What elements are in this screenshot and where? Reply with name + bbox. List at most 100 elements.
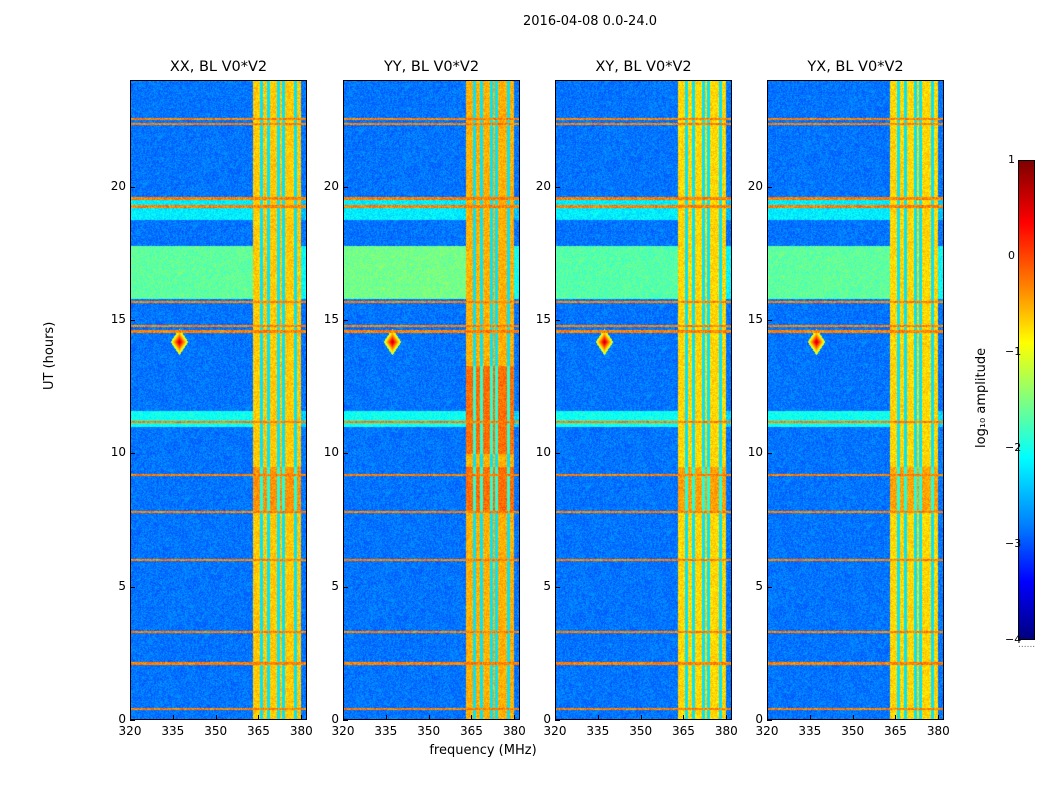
y-tick-label: 15 [110,312,126,326]
colorbar-tick-label: 0 [1008,249,1015,262]
x-tick-label: 335 [161,724,185,738]
x-tick-mark [385,715,387,720]
x-tick-label: 335 [374,724,398,738]
y-tick-label: 5 [118,578,126,593]
y-tick-label: 5 [755,578,763,593]
y-tick-mark [130,720,135,721]
x-tick-label: 380 [502,724,526,738]
colorbar [1018,160,1035,640]
x-tick-mark [597,715,599,720]
x-tick-label: 350 [417,724,441,738]
x-tick-mark [215,715,217,720]
y-tick-mark [767,586,772,588]
x-tick-mark [938,715,940,720]
x-tick-label: 365 [247,724,270,738]
x-tick-label: 350 [841,724,865,738]
heatmap-panel-3 [767,80,944,720]
y-tick-label: 20 [323,178,339,193]
y-tick-mark [130,453,135,455]
colorbar-tick-label: −3 [1005,537,1022,550]
x-tick-label: 320 [543,724,567,738]
y-tick-label: 20 [747,178,763,193]
y-tick-mark [130,320,135,321]
x-tick-mark [809,715,811,720]
y-tick-mark [130,586,135,588]
y-tick-label: 5 [331,578,339,593]
x-tick-mark [726,715,728,720]
x-tick-label: 335 [586,724,610,738]
y-tick-mark [555,320,560,321]
colorbar-label: log₁₀ amplitude [974,347,989,448]
x-tick-mark [172,715,174,720]
x-tick-mark [767,715,768,720]
x-tick-mark [258,715,260,720]
y-tick-label: 5 [543,578,551,593]
x-tick-label: 350 [629,724,653,738]
x-tick-mark [471,715,473,720]
x-tick-mark [514,715,516,720]
y-tick-mark [343,320,348,321]
y-tick-label: 15 [747,312,763,326]
x-tick-label: 320 [755,724,779,738]
x-tick-mark [130,715,131,720]
y-tick-label: 0 [331,712,339,726]
colorbar-tick-label: −2 [1005,441,1022,454]
y-tick-label: 10 [110,445,126,460]
y-tick-label: 15 [323,312,339,326]
y-tick-label: 10 [535,445,551,460]
y-tick-label: 20 [110,178,126,193]
x-tick-mark [683,715,685,720]
panel-title-1: YY, BL V0*V2 [383,59,480,75]
y-axis-label: UT (hours) [42,321,57,390]
y-tick-mark [767,453,772,455]
colorbar-tick-label: −1 [1005,345,1022,358]
y-tick-label: 10 [323,445,339,460]
colorbar-tick-label: −4 [1005,633,1022,646]
x-tick-mark [895,715,897,720]
x-tick-mark [555,715,556,720]
x-tick-label: 350 [204,724,228,738]
x-axis-label: frequency (MHz) [429,743,537,758]
y-tick-mark [343,186,348,188]
x-tick-label: 380 [926,724,950,738]
x-tick-label: 365 [884,724,907,738]
x-tick-mark [428,715,430,720]
y-tick-mark [767,320,772,321]
x-tick-label: 380 [289,724,313,738]
panel-title-3: YX, BL V0*V2 [807,59,904,75]
x-tick-label: 365 [460,724,483,738]
heatmap-panel-1 [343,80,520,720]
x-tick-mark [343,715,344,720]
x-tick-label: 365 [672,724,695,738]
x-tick-mark [301,715,303,720]
x-tick-label: 380 [714,724,738,738]
y-tick-mark [767,720,772,721]
x-tick-mark [640,715,642,720]
figure-title: 2016-04-08 0.0-24.0 [523,14,657,29]
y-tick-mark [130,186,135,188]
heatmap-panel-2 [555,80,732,720]
x-tick-label: 320 [118,724,142,738]
y-tick-mark [555,186,560,188]
y-tick-mark [555,586,560,588]
y-tick-mark [555,720,560,721]
colorbar-tick-label: 1 [1008,153,1015,166]
y-tick-label: 0 [755,712,763,726]
y-tick-mark [343,720,348,721]
y-tick-mark [767,186,772,188]
y-tick-mark [343,586,348,588]
colorbar-extension: ...... [1018,640,1036,650]
x-tick-mark [852,715,854,720]
y-tick-label: 15 [535,312,551,326]
x-tick-label: 320 [331,724,355,738]
y-tick-label: 20 [535,178,551,193]
y-tick-mark [555,453,560,455]
y-tick-mark [343,453,348,455]
y-tick-label: 10 [747,445,763,460]
x-tick-label: 335 [798,724,822,738]
heatmap-panel-0 [130,80,307,720]
panel-title-0: XX, BL V0*V2 [169,59,268,75]
panel-title-2: XY, BL V0*V2 [595,59,692,75]
y-tick-label: 0 [543,712,551,726]
y-tick-label: 0 [118,712,126,726]
